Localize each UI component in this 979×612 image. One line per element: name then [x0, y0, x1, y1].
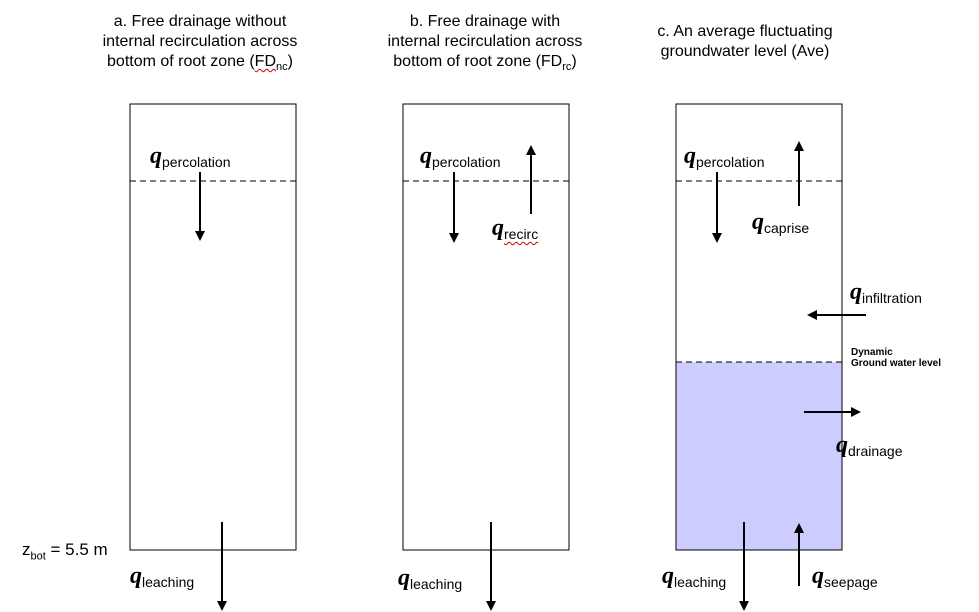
column-a-box: [129, 103, 297, 551]
column-b-box: [402, 103, 570, 551]
title-a-line3: bottom of root zone (FDnc): [107, 53, 293, 74]
title-a-line2: internal recirculation across: [102, 33, 298, 50]
label-c-percolation: qpercolation: [684, 143, 765, 170]
title-c-line2: groundwater level (Ave): [660, 43, 830, 60]
label-b-leaching: qleaching: [398, 565, 463, 592]
label-c-infiltration: qinfiltration: [850, 279, 922, 306]
label-zbot: zbot = 5.5 m: [22, 540, 108, 563]
title-b-line1: b. Free drainage with: [409, 13, 561, 30]
title-b-line3: bottom of root zone (FDrc): [393, 53, 577, 74]
label-c-caprise: qcaprise: [752, 209, 810, 236]
label-a-percolation: qpercolation: [150, 143, 231, 170]
title-a: a. Free drainage without internal recirc…: [60, 12, 340, 77]
label-a-leaching: qleaching: [130, 563, 195, 590]
label-b-recirc: qrecirc: [492, 215, 539, 242]
groundwater-zone: [676, 362, 842, 550]
column-c-box: [675, 103, 843, 551]
title-c: c. An average fluctuating groundwater le…: [620, 22, 870, 62]
label-c-seepage: qseepage: [812, 563, 878, 590]
title-c-line1: c. An average fluctuating: [657, 23, 833, 40]
title-b-line2: internal recirculation across: [387, 33, 583, 50]
label-c-leaching: qleaching: [662, 563, 727, 590]
title-a-line1: a. Free drainage without: [113, 13, 287, 30]
label-b-percolation: qpercolation: [420, 143, 501, 170]
title-b: b. Free drainage with internal recircula…: [345, 12, 625, 77]
label-groundwater-level: Dynamic Ground water level: [851, 347, 942, 369]
label-c-drainage: qdrainage: [836, 432, 903, 459]
